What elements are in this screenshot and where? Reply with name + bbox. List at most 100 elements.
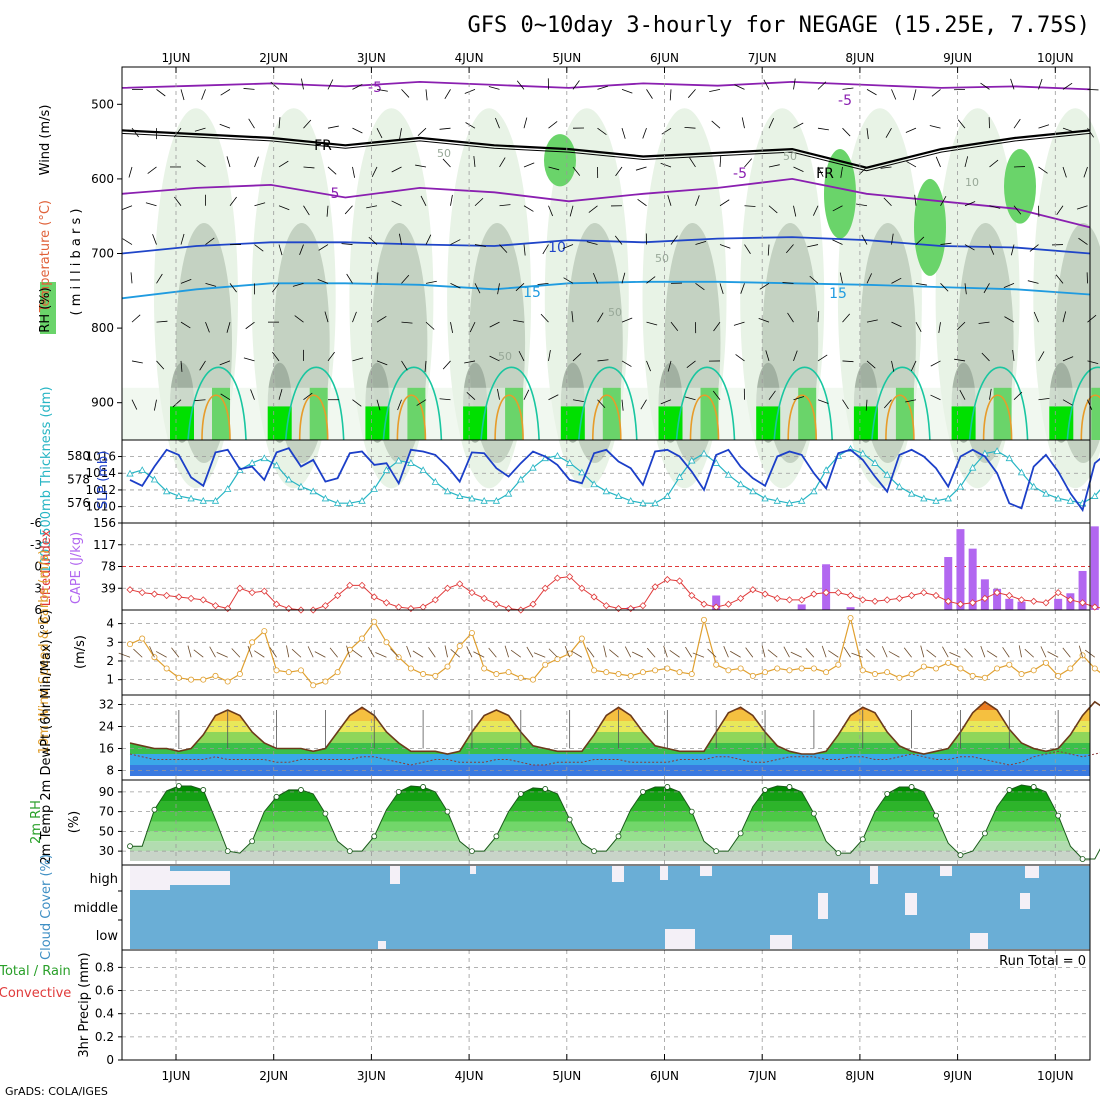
temp-tick-label: 24 <box>99 720 114 734</box>
li-point <box>285 604 293 613</box>
wind-barb <box>865 399 868 411</box>
wind-barb <box>670 235 678 245</box>
li-point <box>370 593 378 601</box>
rh-point <box>615 833 622 840</box>
wind-barb <box>131 127 139 138</box>
wind-barb-10m <box>624 646 632 658</box>
wind-barb <box>597 127 607 135</box>
cape-label: CAPE (J/kg) <box>69 532 84 604</box>
wind-point <box>127 641 134 648</box>
wind-barb-10m <box>828 650 839 658</box>
rh-point <box>395 788 402 795</box>
rh-point <box>298 787 304 793</box>
rh-point <box>737 830 744 837</box>
cape-bar <box>1078 570 1087 610</box>
rh-band <box>130 811 1090 822</box>
rh-point <box>200 787 207 793</box>
wind-barb <box>621 317 633 323</box>
li-tick-label: 6 <box>34 603 42 617</box>
wind-barb <box>597 85 609 90</box>
isotherm-5 <box>121 177 1091 229</box>
wind-barb <box>842 313 851 323</box>
wind-barb <box>420 195 427 206</box>
rh-point <box>444 808 451 815</box>
wind-barb <box>180 279 192 284</box>
wind-barb-10m <box>903 647 912 658</box>
li-point <box>908 591 916 600</box>
wind-barb-10m <box>216 651 228 658</box>
rh-point <box>127 843 133 850</box>
chart-title: GFS 0~10day 3-hourly for NEGAGE (15.25E,… <box>467 13 1090 38</box>
wind-barb <box>174 196 182 206</box>
cloud-clear <box>390 866 400 884</box>
isotherm-warm <box>885 394 915 441</box>
thickness-point <box>565 459 574 466</box>
li-point <box>1042 599 1050 607</box>
wind-barb <box>964 201 976 207</box>
wind-barb <box>695 240 707 245</box>
wind-point <box>224 678 231 685</box>
wind-barb <box>981 352 990 362</box>
wind-barb <box>318 244 329 251</box>
wind-barb <box>989 388 992 400</box>
rh-moist-column <box>824 149 856 239</box>
thickness-point <box>333 499 342 507</box>
rh-band <box>130 785 1090 792</box>
thickness-point <box>480 496 488 504</box>
wind-barb <box>444 89 451 100</box>
wind-barb-10m <box>149 646 155 658</box>
wind-point <box>297 667 304 674</box>
wind-point <box>542 661 549 668</box>
wind-barb <box>733 321 745 326</box>
cloud-cover-label: Cloud Cover (%) <box>39 854 54 960</box>
wind-barb <box>866 89 877 96</box>
wind-barb <box>1004 316 1015 323</box>
wind-barb <box>397 399 402 411</box>
thickness-point <box>859 449 867 457</box>
bottom-day-label: 10JUN <box>1037 1069 1074 1083</box>
cloud-clear <box>378 941 386 949</box>
wind-point <box>688 671 695 678</box>
rh-point <box>835 850 842 857</box>
li-point <box>138 589 146 597</box>
temp-tick-label: 8 <box>106 764 114 778</box>
rh-2m-label: 2m RH <box>29 800 44 844</box>
wind-barb-10m <box>843 646 851 658</box>
wind-barb <box>513 319 525 323</box>
thickness-point <box>285 475 293 483</box>
wind-tick-label: 2 <box>106 654 114 668</box>
contour-label: -5 <box>733 166 747 182</box>
wind-barb-10m <box>314 651 326 658</box>
wind-barb <box>205 321 210 333</box>
cloud-row-label: middle <box>74 901 118 916</box>
wind-barb <box>1062 82 1073 90</box>
wind-point <box>359 635 366 642</box>
thickness-point <box>932 496 940 504</box>
thickness-point <box>297 482 305 490</box>
isotherm-20 <box>187 366 247 441</box>
wind-barb-10m <box>118 652 131 658</box>
li-point <box>1017 596 1026 604</box>
li-point <box>260 587 268 595</box>
thickness-point <box>993 447 1001 454</box>
temp-bands <box>130 701 1090 776</box>
wind-barb <box>768 118 775 129</box>
wind-point <box>871 671 878 678</box>
wind-point <box>847 615 854 622</box>
temp-line <box>129 700 1100 755</box>
thickness-point <box>822 466 830 473</box>
wind-barb <box>621 128 626 139</box>
wind-barb <box>1038 397 1050 401</box>
rh-point <box>175 783 182 789</box>
rh-moist-column <box>914 178 946 276</box>
isotherm-20 <box>1066 366 1100 441</box>
wind-barb <box>635 166 647 171</box>
wind-barb <box>1076 205 1088 210</box>
thickness-point <box>1066 496 1075 504</box>
rh-point <box>811 810 817 817</box>
wind-barb <box>391 166 402 173</box>
bottom-day-label: 9JUN <box>943 1069 972 1083</box>
rh-point <box>1030 784 1037 790</box>
wind-barb <box>229 196 237 206</box>
thickness-point <box>456 492 464 499</box>
